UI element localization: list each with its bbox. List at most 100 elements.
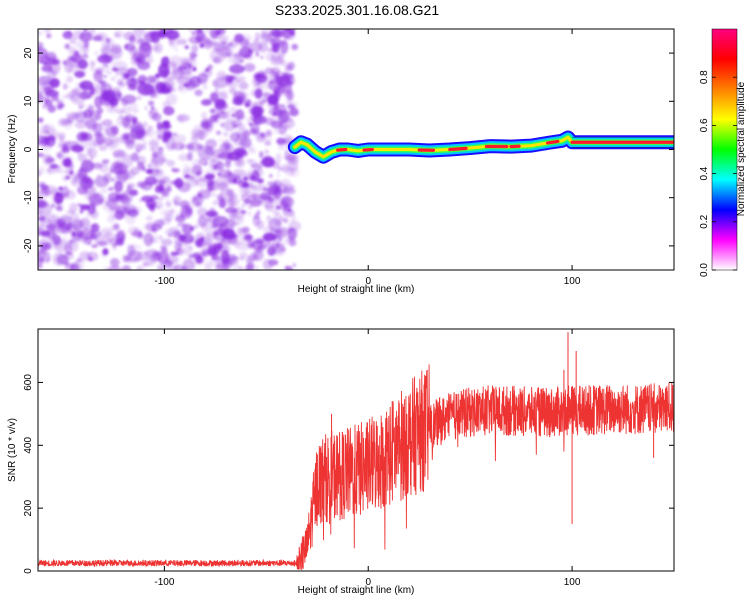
noise-blob	[133, 29, 145, 37]
noise-blob	[38, 170, 42, 177]
noise-blob	[274, 260, 279, 265]
colorbar-gradient	[711, 28, 738, 271]
noise-blob	[273, 126, 283, 135]
noise-blob	[88, 147, 98, 159]
noise-blob	[142, 261, 148, 267]
noise-blob	[223, 131, 229, 137]
top-x-axis-label: Height of straight line (km)	[298, 284, 415, 295]
noise-blob	[286, 125, 291, 130]
noise-blob	[288, 239, 297, 247]
noise-blob	[215, 161, 225, 171]
colorbar: 0.0 0.2 0.4 0.6 0.8 Normalized spectral ampl…	[699, 28, 747, 277]
noise-blob	[254, 265, 259, 270]
noise-blob	[197, 145, 214, 161]
noise-blob	[67, 85, 70, 88]
noise-blob	[199, 43, 205, 48]
noise-blob	[85, 211, 93, 219]
noise-blob	[133, 227, 140, 234]
noise-blob	[90, 224, 95, 229]
noise-blob	[51, 196, 56, 202]
noise-blob	[189, 253, 196, 259]
noise-blob	[214, 87, 219, 93]
noise-blob	[148, 90, 157, 96]
noise-blob	[102, 119, 113, 128]
noise-blob	[42, 232, 47, 239]
noise-blob	[146, 129, 156, 137]
noise-blob	[80, 159, 95, 173]
noise-blob	[239, 136, 252, 149]
noise-blob	[290, 213, 297, 223]
noise-blob	[138, 42, 152, 58]
noise-blob	[53, 219, 64, 227]
noise-blob	[54, 97, 59, 103]
noise-blob	[103, 233, 114, 239]
noise-blob	[220, 122, 224, 128]
noise-blob	[39, 215, 50, 225]
noise-blob	[212, 256, 216, 261]
noise-blob	[213, 56, 222, 64]
noise-blob	[197, 215, 207, 228]
noise-blob	[111, 67, 119, 72]
noise-blob	[58, 143, 63, 147]
noise-blob	[78, 91, 92, 100]
y-tick-label: 200	[23, 499, 34, 516]
noise-blob	[167, 259, 174, 266]
noise-blob	[287, 101, 299, 110]
noise-blob	[260, 55, 264, 59]
noise-blob	[285, 265, 293, 270]
noise-blob	[205, 170, 211, 174]
snr-panel: -100 0 100 0 200 400 600 Height of straight li…	[7, 328, 675, 596]
noise-blob	[264, 116, 278, 125]
noise-blob	[158, 179, 166, 185]
noise-blob	[77, 153, 88, 162]
signal-peak	[546, 139, 560, 145]
noise-blob	[288, 220, 301, 232]
y-tick-label: 20	[23, 47, 34, 59]
noise-blob	[168, 76, 175, 84]
noise-blob	[128, 102, 138, 110]
noise-blob	[82, 29, 88, 32]
noise-blob	[257, 178, 264, 184]
noise-blob	[190, 135, 199, 144]
noise-blob	[196, 171, 201, 177]
noise-blob	[38, 255, 44, 267]
noise-blob	[121, 265, 132, 270]
noise-blob	[136, 95, 142, 100]
noise-blob	[71, 178, 82, 188]
noise-blob	[212, 201, 217, 205]
noise-cloud	[38, 29, 301, 270]
noise-blob	[248, 205, 253, 209]
noise-blob	[114, 74, 119, 77]
bottom-x-axis-label: Height of straight line (km)	[298, 585, 415, 596]
noise-blob	[191, 44, 199, 53]
noise-blob	[243, 40, 251, 48]
noise-blob	[51, 229, 59, 235]
noise-blob	[229, 39, 239, 49]
noise-blob	[216, 242, 223, 251]
noise-blob	[267, 47, 276, 53]
noise-blob	[182, 168, 197, 182]
noise-blob	[270, 38, 282, 48]
noise-blob	[40, 248, 48, 253]
noise-blob	[127, 245, 136, 257]
signal-peak	[336, 147, 348, 152]
noise-blob	[114, 67, 131, 76]
noise-blob	[215, 29, 222, 34]
noise-blob	[46, 34, 51, 38]
noise-blob	[129, 189, 139, 196]
noise-blob	[45, 232, 58, 242]
noise-blob	[103, 91, 111, 100]
noise-blob	[252, 214, 261, 226]
noise-blob	[244, 63, 256, 72]
noise-blob	[149, 147, 156, 152]
noise-blob	[43, 29, 51, 33]
noise-blob	[102, 197, 111, 212]
noise-blob	[147, 100, 155, 106]
noise-blob	[284, 167, 296, 177]
y-tick-label: 0	[23, 146, 34, 152]
noise-blob	[270, 161, 280, 169]
noise-blob	[96, 240, 108, 247]
noise-blob	[219, 142, 231, 154]
noise-blob	[221, 245, 231, 253]
